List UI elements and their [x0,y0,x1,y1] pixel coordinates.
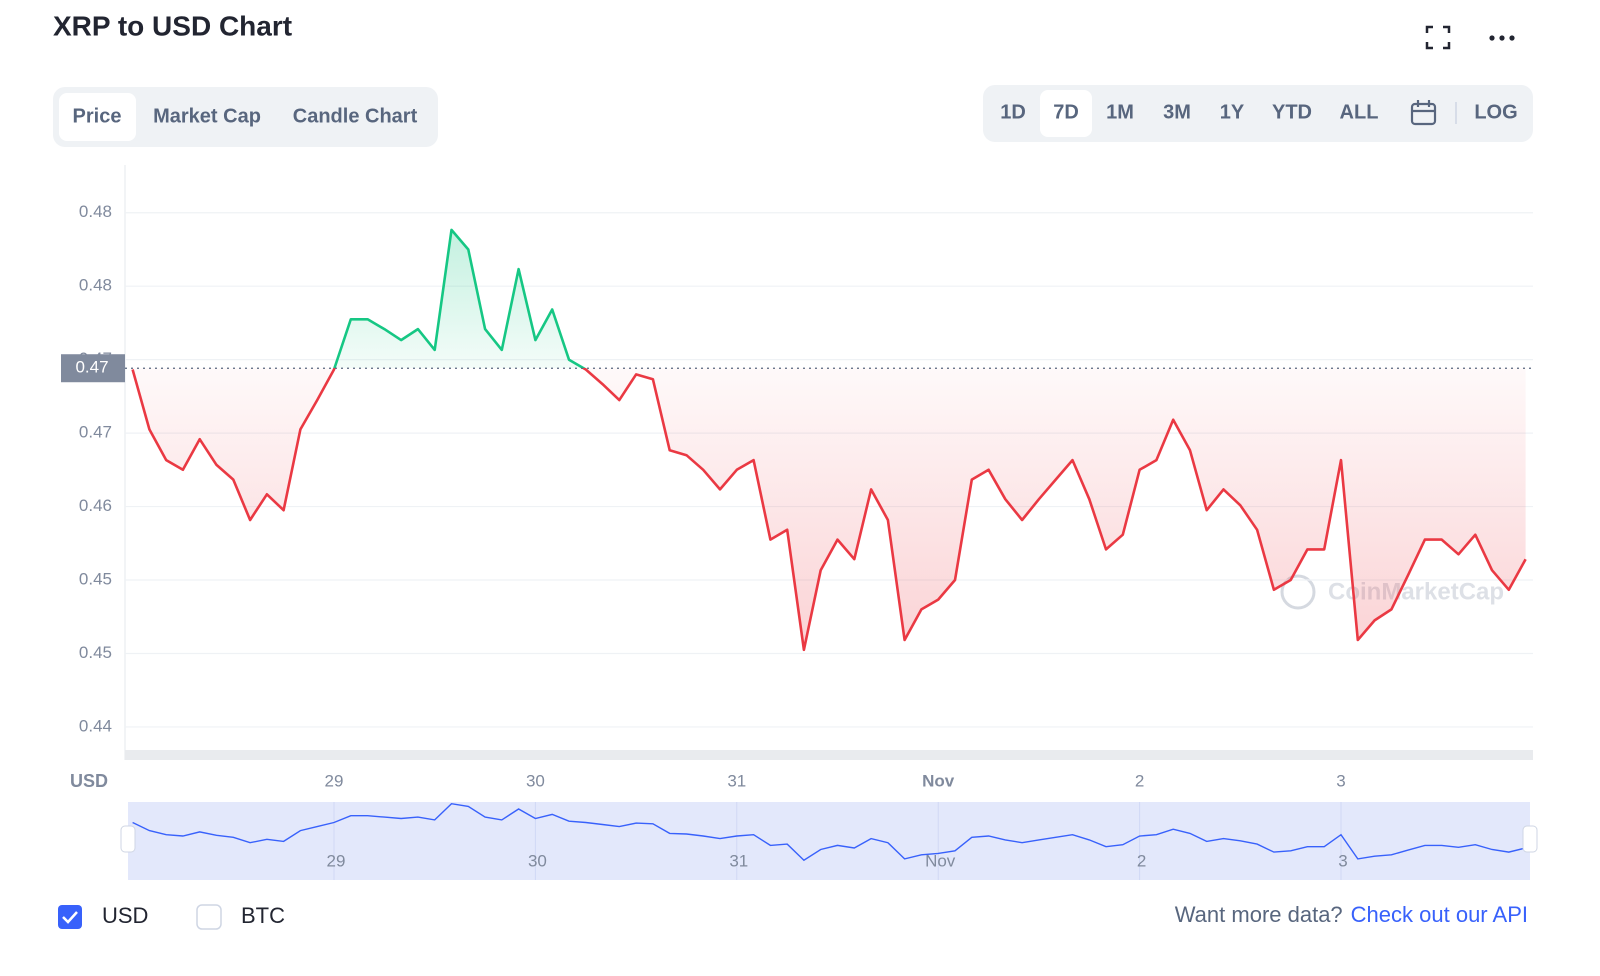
x-tick-label: Nov [922,771,955,790]
tab[interactable]: Price [73,105,122,127]
price-line [131,228,1527,652]
navigator-tick-label: 30 [528,851,547,870]
footer: Want more data? Check out our API [1175,902,1528,927]
range-option[interactable]: 1D [1000,101,1026,123]
x-tick-label: 2 [1135,771,1144,790]
tab[interactable]: Candle Chart [293,105,418,127]
checkbox-checked[interactable] [58,905,82,929]
range-option[interactable]: 3M [1163,101,1191,123]
navigator-tick-label: 3 [1338,851,1347,870]
active-range-bg [1040,90,1092,137]
calendar-icon[interactable] [1410,100,1437,126]
dot[interactable] [1499,35,1505,41]
chart-title: XRP to USD Chart [53,10,292,41]
dot[interactable] [1489,35,1495,41]
y-tick-label: 0.48 [79,202,112,221]
tab-group [53,87,438,147]
y-tick-label: 0.45 [79,643,112,662]
calendar-body[interactable] [1410,102,1437,126]
range-option[interactable]: YTD [1272,101,1312,123]
navigator-handle[interactable] [120,825,136,853]
volume-strip [125,750,1533,760]
active-tab-bg [59,93,136,141]
fullscreen-icon[interactable] [1425,25,1451,50]
navigator-tick-label: 31 [729,851,748,870]
watermark-logo [1280,574,1316,610]
x-tick-label: 29 [325,771,344,790]
currency-label: USD [102,903,148,928]
x-tick-label: 31 [727,771,746,790]
more-icon[interactable] [1489,35,1515,41]
fullscreen-glyph[interactable] [1425,25,1451,50]
x-tick-label: 30 [526,771,545,790]
dot[interactable] [1509,35,1515,41]
navigator-handle[interactable] [1522,825,1538,853]
baseline-label-bg [61,354,125,383]
check-glyph[interactable] [62,911,78,924]
y-tick-label: 0.46 [79,496,112,515]
footer-question: Want more data? [1175,902,1343,927]
log-toggle[interactable]: LOG [1474,101,1517,123]
x-tick-label: 3 [1336,771,1345,790]
api-link[interactable]: Check out our API [1351,902,1528,927]
calendar-lines[interactable] [1412,100,1435,113]
tab[interactable]: Market Cap [153,105,261,127]
y-tick-label: 0.47 [79,423,112,442]
currency-label: BTC [241,903,285,928]
navigator-tick-label: 29 [327,851,346,870]
axis-unit: USD [70,771,108,791]
range-option[interactable]: 1M [1106,101,1134,123]
range-option[interactable]: 7D [1053,101,1079,123]
baseline-label: 0.47 [75,358,108,377]
checkbox-unchecked[interactable] [196,904,222,930]
navigator-tick-label: 2 [1137,851,1146,870]
navigator-line [132,802,1526,862]
range-option[interactable]: ALL [1340,101,1379,123]
range-option[interactable]: 1Y [1220,101,1245,123]
y-tick-label: 0.48 [79,276,112,295]
price-area [132,229,1526,650]
y-tick-label: 0.44 [79,716,112,735]
range-group [983,85,1533,142]
navigator-tick-label: Nov [925,851,956,870]
y-tick-label: 0.45 [79,570,112,589]
